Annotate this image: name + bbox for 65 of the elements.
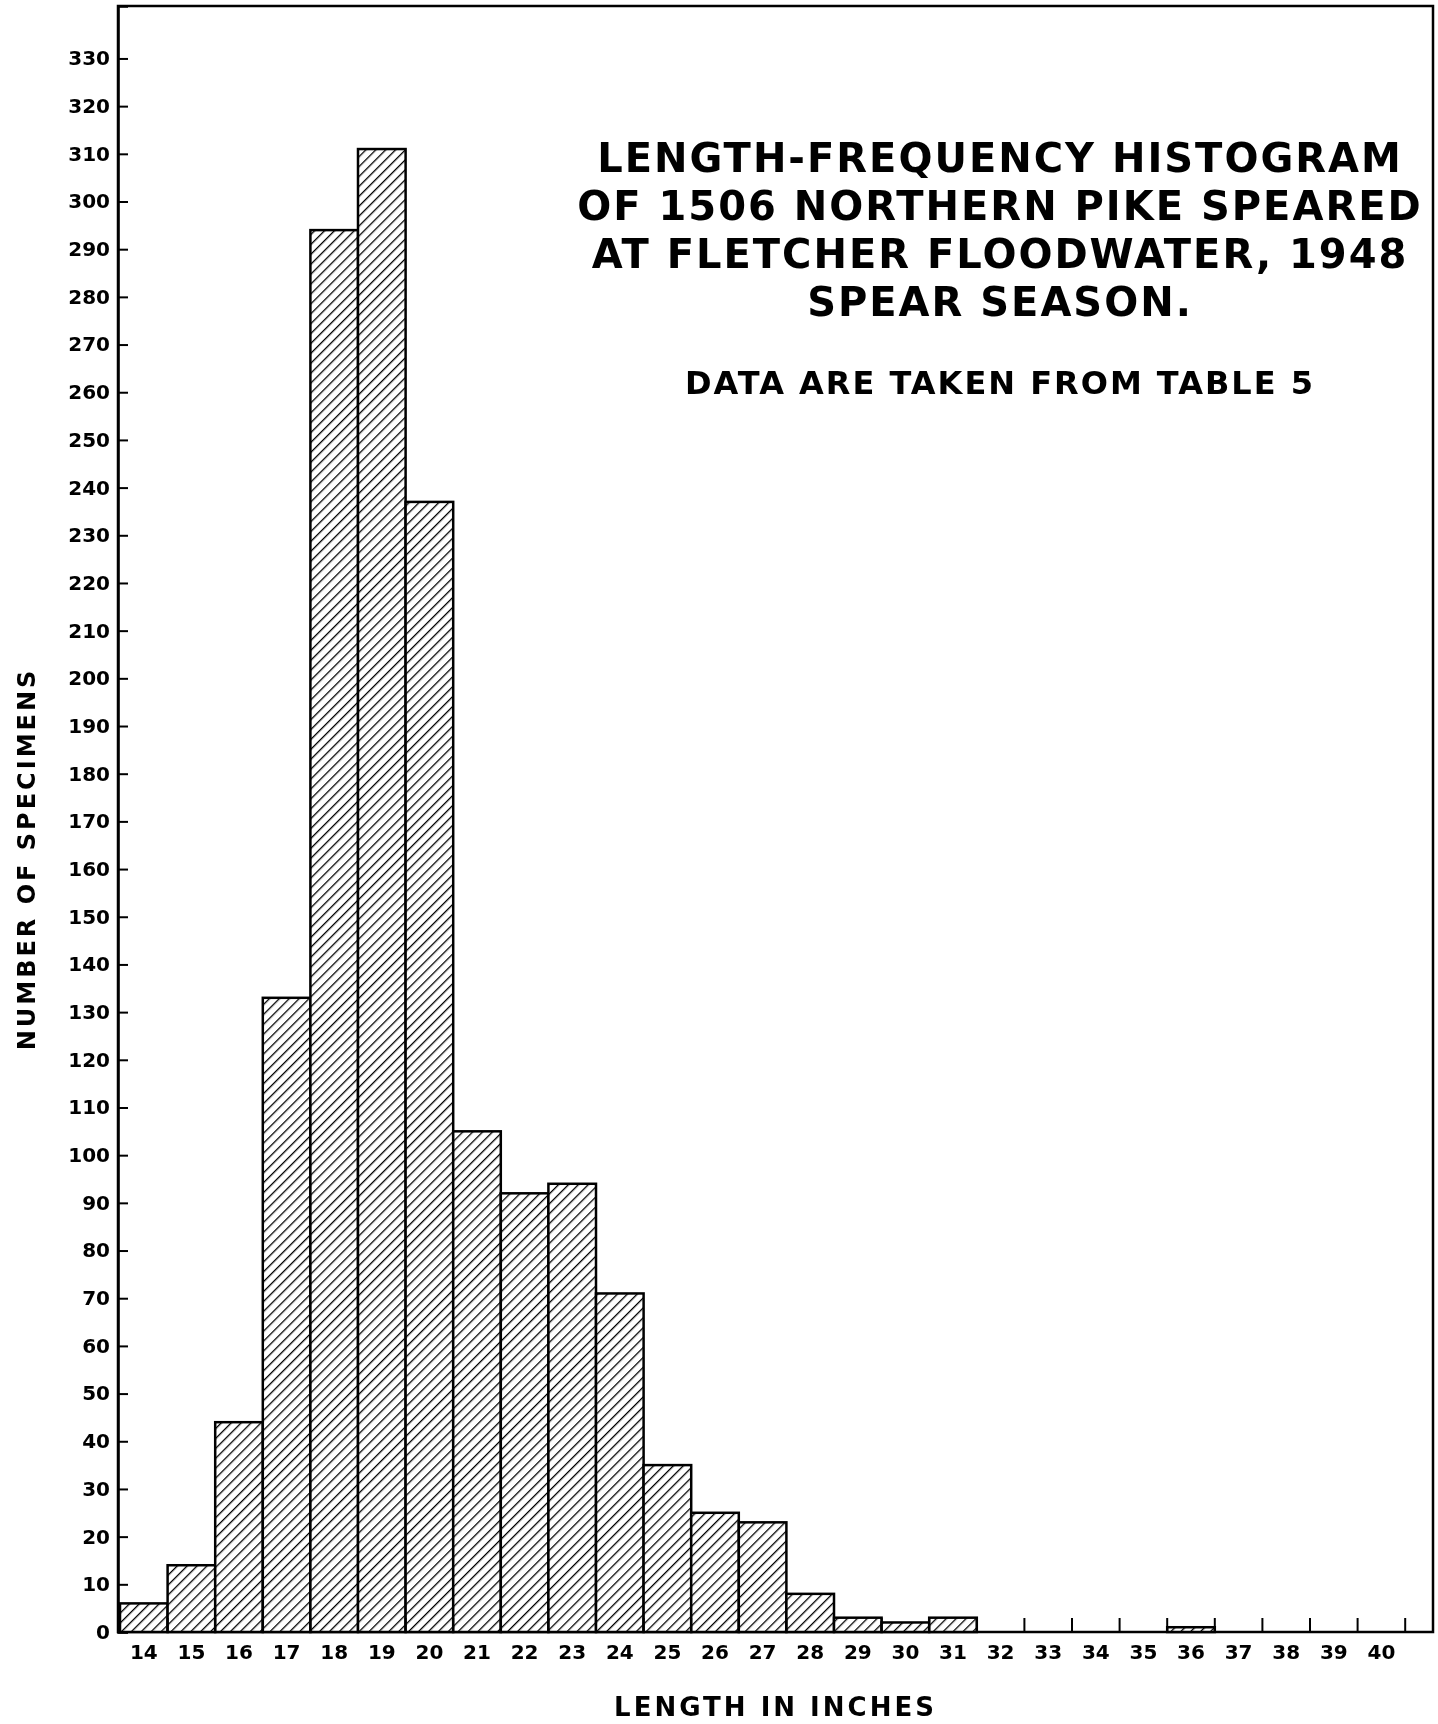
y-tick-label: 130 xyxy=(68,1000,110,1025)
text: LENGTH-FREQUENCY HISTOGRAM OF 1506 NORTHERN PIKE SPEARED AT FLETCHER FLOODWATER, 1948 SPEAR SEASON. xyxy=(577,135,1423,325)
x-tick-label: 20 xyxy=(415,1640,444,1664)
y-tick-label: 230 xyxy=(68,523,110,548)
x-tick-label: 30 xyxy=(891,1640,920,1664)
y-tick-label: 320 xyxy=(68,94,110,119)
x-tick-label: 31 xyxy=(939,1640,967,1664)
y-tick-label: 220 xyxy=(68,570,110,595)
y-tick-label: 330 xyxy=(68,46,110,71)
x-tick-label: 27 xyxy=(748,1640,777,1664)
y-tick-label: 190 xyxy=(68,713,110,738)
y-tick-label: 270 xyxy=(68,332,110,357)
x-tick-label: 21 xyxy=(463,1640,491,1664)
y-tick-label: 10 xyxy=(82,1572,110,1597)
y-axis-title: NUMBER OF SPECIMENS xyxy=(13,667,41,1051)
y-tick-label: 140 xyxy=(68,952,110,977)
x-tick-label: 34 xyxy=(1081,1640,1110,1664)
y-tick-label: 300 xyxy=(68,189,110,214)
y-tick-label: 250 xyxy=(68,427,110,452)
y-tick-label: 160 xyxy=(68,856,110,881)
x-tick-label: 24 xyxy=(605,1640,634,1664)
y-tick-label: 40 xyxy=(82,1429,110,1454)
y-tick-label: 50 xyxy=(82,1381,110,1406)
x-tick-label: 37 xyxy=(1224,1640,1253,1664)
y-tick-label: 200 xyxy=(68,666,110,691)
y-tick-label: 260 xyxy=(68,380,110,405)
y-tick-label: 240 xyxy=(68,475,110,500)
y-tick-label: 70 xyxy=(82,1286,110,1311)
x-tick-label: 38 xyxy=(1272,1640,1301,1664)
y-tick-label: 310 xyxy=(68,141,110,166)
x-tick-label: 14 xyxy=(129,1640,158,1664)
y-tick-label: 80 xyxy=(82,1238,110,1263)
x-tick-label: 15 xyxy=(177,1640,206,1664)
x-tick-label: 22 xyxy=(510,1640,539,1664)
y-tick-label: 110 xyxy=(68,1095,110,1120)
y-tick-label: 120 xyxy=(68,1047,110,1072)
x-tick-label: 32 xyxy=(986,1640,1015,1664)
y-tick-label: 280 xyxy=(68,284,110,309)
x-tick-label: 17 xyxy=(272,1640,301,1664)
y-tick-label: 90 xyxy=(82,1190,110,1215)
y-tick-label: 170 xyxy=(68,809,110,834)
text: DATA ARE TAKEN FROM TABLE 5 xyxy=(684,364,1316,402)
y-tick-label: 180 xyxy=(68,761,110,786)
x-tick-label: 39 xyxy=(1319,1640,1348,1664)
y-tick-label: 290 xyxy=(68,237,110,262)
x-tick-label: 19 xyxy=(367,1640,396,1664)
x-tick-label: 25 xyxy=(653,1640,682,1664)
x-tick-label: 40 xyxy=(1367,1640,1396,1664)
x-tick-label: 35 xyxy=(1129,1640,1158,1664)
x-tick-label: 36 xyxy=(1177,1640,1205,1664)
y-tick-label: 20 xyxy=(82,1524,110,1549)
x-tick-label: 23 xyxy=(558,1640,587,1664)
y-tick-label: 150 xyxy=(68,904,110,929)
y-tick-label: 0 xyxy=(96,1619,110,1644)
y-tick-label: 210 xyxy=(68,618,110,643)
x-tick-label: 18 xyxy=(320,1640,349,1664)
y-tick-label: 60 xyxy=(82,1333,110,1358)
x-tick-label: 33 xyxy=(1034,1640,1063,1664)
x-tick-label: 29 xyxy=(843,1640,872,1664)
x-tick-label: 28 xyxy=(796,1640,825,1664)
x-tick-label: 16 xyxy=(225,1640,253,1664)
y-tick-label: 30 xyxy=(82,1476,110,1501)
y-tick-label: 100 xyxy=(68,1143,110,1168)
x-tick-label: 26 xyxy=(701,1640,729,1664)
x-axis-title: LENGTH IN INCHES xyxy=(614,1692,937,1722)
